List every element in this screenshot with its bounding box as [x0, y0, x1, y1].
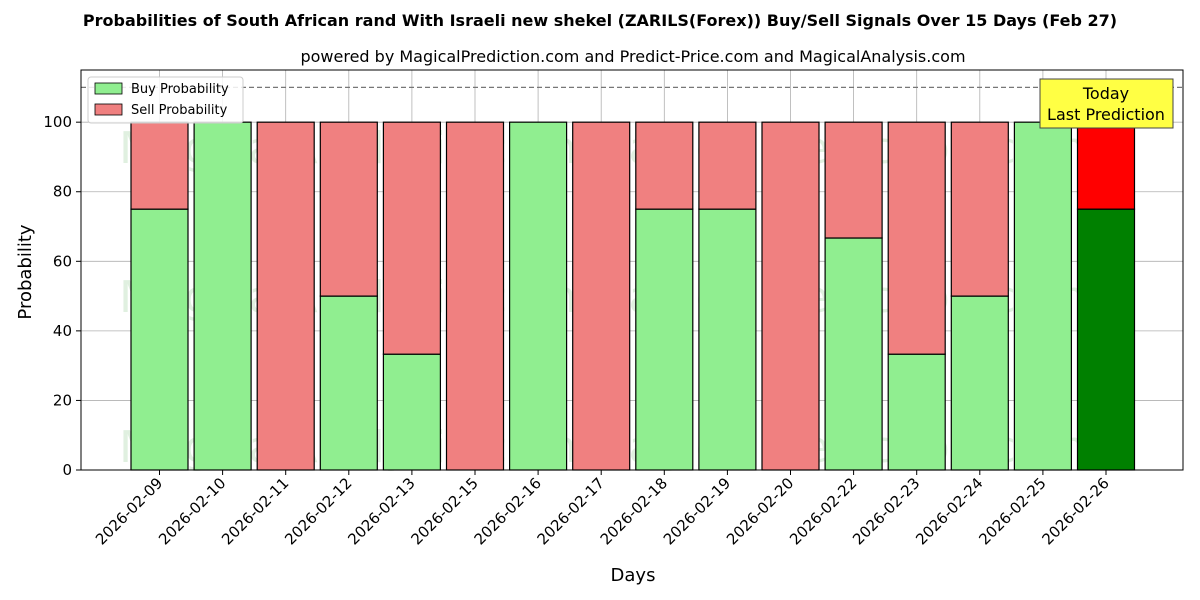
y-axis-ticks: 0 20 40 60 80 100 — [43, 113, 81, 479]
x-tick-label: 2026-02-18 — [597, 474, 671, 548]
x-tick-label: 2026-02-19 — [660, 474, 734, 548]
bar-buy-probability — [950, 295, 1009, 471]
x-tick-label: 2026-02-10 — [155, 474, 229, 548]
bar-sell-probability — [887, 121, 946, 355]
legend-box — [87, 76, 244, 124]
legend-swatch-sell — [94, 103, 123, 116]
bar-sell-probability — [1076, 121, 1136, 210]
x-tick-label: 2026-02-23 — [849, 474, 923, 548]
bar-buy-probability — [1076, 208, 1136, 471]
x-tick-label: 2026-02-09 — [92, 474, 166, 548]
chart-title: Probabilities of South African rand With… — [83, 11, 1117, 30]
bar-buy-probability — [698, 208, 757, 471]
bar-buy-probability — [509, 121, 568, 471]
bar-sell-probability — [130, 121, 189, 210]
x-tick-label: 2026-02-20 — [723, 474, 797, 548]
x-tick-label: 2026-02-13 — [344, 474, 418, 548]
bar-buy-probability — [635, 208, 694, 471]
legend: Buy Probability Sell Probability — [87, 76, 244, 124]
bar-sell-probability — [761, 121, 820, 471]
legend-label-sell: Sell Probability — [131, 103, 228, 118]
bar-buy-probability — [382, 353, 441, 471]
x-axis-label: Days — [611, 565, 656, 586]
y-tick-label: 20 — [53, 391, 72, 409]
bar-sell-probability — [256, 121, 315, 471]
bar-sell-probability — [319, 121, 378, 297]
y-axis-label: Probability — [15, 224, 36, 319]
x-tick-label: 2026-02-25 — [975, 474, 1049, 548]
x-tick-label: 2026-02-22 — [786, 474, 860, 548]
y-tick-label: 0 — [62, 461, 72, 479]
bar-buy-probability — [887, 353, 946, 471]
today-annotation: Today Last Prediction — [1039, 78, 1174, 129]
chart-subtitle: powered by MagicalPrediction.com and Pre… — [300, 47, 965, 66]
y-tick-label: 100 — [43, 113, 72, 131]
bar-buy-probability — [319, 295, 378, 471]
x-axis-ticks: 2026-02-092026-02-102026-02-112026-02-12… — [92, 470, 1113, 548]
bar-sell-probability — [698, 121, 757, 210]
x-tick-label: 2026-02-11 — [218, 474, 292, 548]
annotation-line-2: Last Prediction — [1047, 105, 1165, 124]
x-tick-label: 2026-02-12 — [281, 474, 355, 548]
bar-sell-probability — [445, 121, 505, 471]
bar-buy-probability — [824, 237, 883, 471]
bar-buy-probability — [130, 208, 189, 471]
bar-buy-probability — [193, 121, 252, 471]
annotation-box — [1039, 78, 1174, 129]
x-tick-label: 2026-02-15 — [407, 474, 481, 548]
bar-sell-probability — [572, 121, 631, 471]
y-tick-label: 60 — [53, 252, 72, 270]
legend-label-buy: Buy Probability — [131, 82, 229, 97]
plot-frame — [80, 69, 1184, 471]
annotation-line-1: Today — [1082, 84, 1129, 103]
x-tick-label: 2026-02-17 — [534, 474, 608, 548]
bar-buy-probability — [1013, 121, 1073, 471]
y-tick-label: 80 — [53, 183, 72, 201]
x-tick-label: 2026-02-16 — [471, 474, 545, 548]
bar-layer — [130, 121, 1136, 471]
x-tick-label: 2026-02-24 — [912, 474, 986, 548]
bar-sell-probability — [950, 121, 1009, 297]
x-tick-label: 2026-02-26 — [1038, 474, 1112, 548]
bar-sell-probability — [635, 121, 694, 210]
y-tick-label: 40 — [53, 322, 72, 340]
bar-sell-probability — [824, 121, 883, 239]
legend-swatch-buy — [94, 82, 123, 95]
bar-sell-probability — [382, 121, 441, 355]
